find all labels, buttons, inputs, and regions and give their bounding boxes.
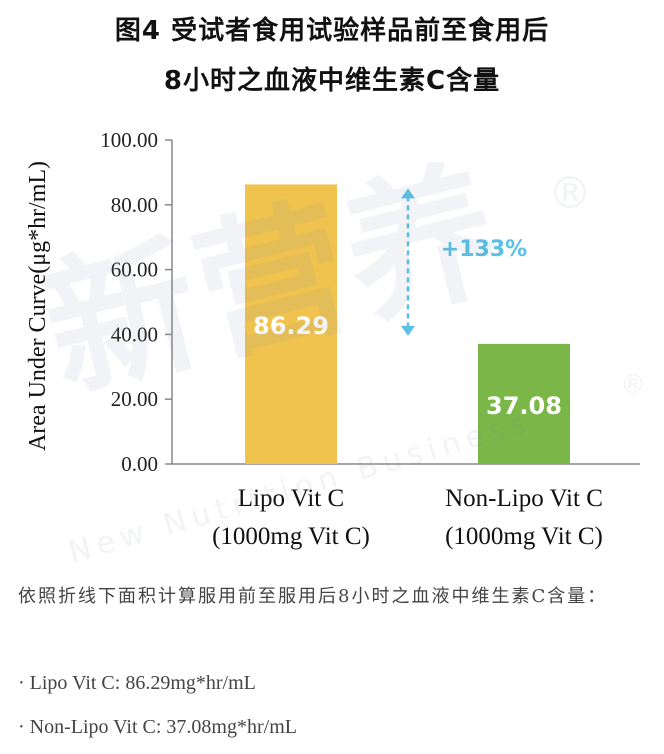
- bar-lipo-vit-c: [245, 184, 337, 464]
- bar-value-label: 37.08: [486, 392, 562, 420]
- y-tick-label: 100.00: [100, 128, 158, 152]
- bar-non-lipo-vit-c: [478, 343, 570, 464]
- caption-bullet-nonlipo: · Non-Lipo Vit C: 37.08mg*hr/mL: [18, 716, 297, 738]
- percent-increase-annotation: +133%: [441, 237, 527, 262]
- x-category-label: Non-Lipo Vit C: [445, 485, 603, 512]
- y-axis-label: Area Under Curve(μg*hr/mL): [25, 161, 51, 451]
- y-tick-label: 40.00: [111, 322, 158, 346]
- caption-intro: 依照折线下面积计算服用前至服用后8小时之血液中维生素C含量：: [18, 586, 608, 607]
- caption-bullet-lipo: · Lipo Vit C: 86.29mg*hr/mL: [18, 672, 256, 694]
- chart-title-line2: 8小时之血液中维生素C含量: [163, 66, 501, 96]
- x-category-label: (1000mg Vit C): [212, 523, 370, 550]
- x-category-label: Lipo Vit C: [238, 485, 344, 512]
- comparison-arrow-head-up: [401, 188, 415, 199]
- y-tick-label: 80.00: [111, 193, 158, 217]
- comparison-arrow-head-down: [401, 325, 415, 336]
- y-tick-label: 60.00: [111, 258, 158, 282]
- x-category-label: (1000mg Vit C): [445, 523, 603, 550]
- bar-value-label: 86.29: [253, 312, 329, 340]
- y-tick-label: 0.00: [121, 452, 158, 476]
- chart-title-line1: 图4 受试者食用试验样品前至食用后: [114, 16, 550, 46]
- y-tick-label: 20.00: [111, 387, 158, 411]
- bar-chart: 0.00 20.00 40.00 60.00 80.00 100.00 Area Under…: [25, 128, 640, 550]
